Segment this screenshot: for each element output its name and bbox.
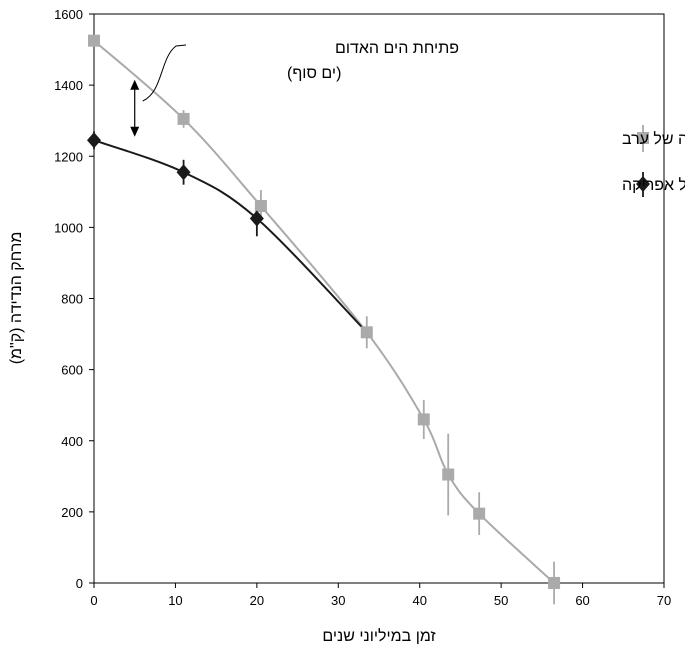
africa-curve — [93, 139, 368, 333]
y-axis-title: מרחק הנדידה (ק"מ) — [8, 232, 25, 365]
y-tick-label: 0 — [76, 576, 83, 591]
y-tick-label: 1200 — [54, 149, 83, 164]
y-tick-label: 200 — [61, 505, 83, 520]
legend-africa-label: מיקומה של אפריקה — [622, 176, 685, 194]
x-tick-label: 20 — [250, 593, 264, 608]
legend-item-arab: מיקומה של ערב — [622, 125, 685, 152]
data-markers — [87, 34, 561, 589]
x-tick-label: 50 — [494, 593, 508, 608]
y-tick-label: 1400 — [54, 78, 83, 93]
x-tick-label: 30 — [331, 593, 345, 608]
y-tick-label: 600 — [61, 363, 83, 378]
y-tick-label: 800 — [61, 292, 83, 307]
x-axis-title: זמן במיליוני שנים — [322, 627, 435, 645]
arab-point — [442, 468, 455, 481]
annotation-text-line1: פתיחת הים האדום — [335, 40, 459, 57]
annotation-leader-line — [142, 44, 187, 102]
arab-point — [360, 326, 373, 339]
axis-ticks: 0 10 20 30 40 50 60 70 0 200 400 600 800 1000 1200 1400… — [54, 7, 671, 608]
africa-point — [176, 164, 191, 181]
arab-point — [88, 34, 100, 47]
legend: מיקומה של ערב מיקומה של אפריקה — [622, 125, 685, 197]
arab-point — [473, 507, 486, 520]
x-tick-label: 0 — [90, 593, 97, 608]
annotation: פתיחת הים האדום (ים סוף) — [130, 40, 459, 137]
x-tick-label: 60 — [575, 593, 589, 608]
legend-arab-marker — [637, 132, 649, 144]
x-tick-label: 10 — [168, 593, 182, 608]
arab-point — [177, 112, 190, 125]
x-tick-label: 40 — [412, 593, 426, 608]
y-tick-label: 400 — [61, 434, 83, 449]
y-tick-label: 1000 — [54, 220, 83, 235]
annotation-text-line2: (ים סוף) — [287, 65, 341, 82]
plot-frame — [93, 13, 665, 584]
annotation-arrowhead-top — [130, 79, 140, 90]
fitted-curves — [93, 39, 555, 584]
legend-arab-label: מיקומה של ערב — [622, 130, 685, 148]
error-bars — [93, 110, 555, 605]
arab-point — [254, 200, 267, 213]
arab-point — [548, 577, 561, 589]
africa-point — [87, 132, 101, 149]
y-tick-label: 1600 — [54, 7, 83, 22]
annotation-arrowhead-bottom — [130, 126, 140, 137]
arab-point — [417, 413, 430, 426]
africa-point — [249, 210, 264, 227]
legend-africa-marker — [636, 176, 650, 192]
x-tick-label: 70 — [657, 593, 671, 608]
legend-item-africa: מיקומה של אפריקה — [622, 172, 685, 197]
arab-curve — [93, 39, 555, 584]
